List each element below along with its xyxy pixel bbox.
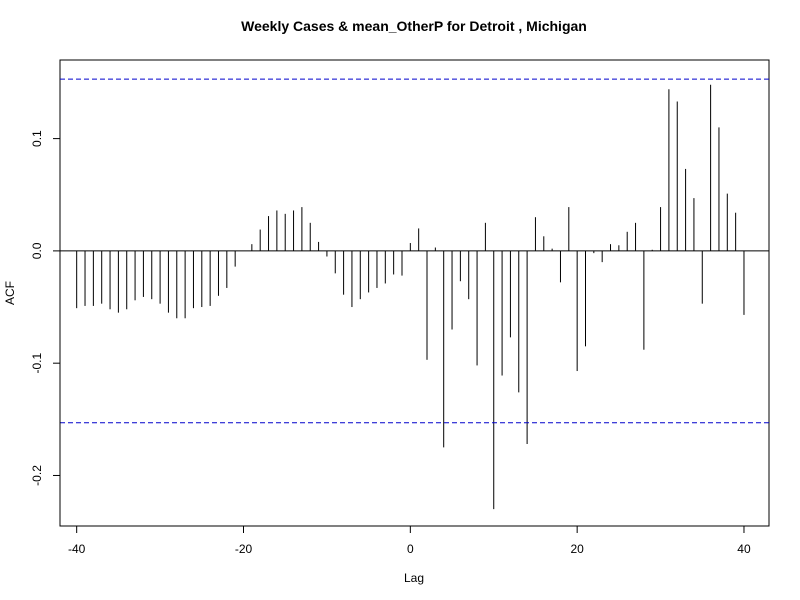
x-tick-label: 20 <box>570 542 584 556</box>
x-tick-label: 40 <box>737 542 751 556</box>
confidence-bounds <box>60 78 769 424</box>
x-tick-label: -20 <box>235 542 253 556</box>
chart-title: Weekly Cases & mean_OtherP for Detroit ,… <box>241 18 587 34</box>
y-tick-label: -0.1 <box>30 353 44 374</box>
x-axis: -40 -20 0 20 40 <box>68 525 751 556</box>
acf-bars <box>76 84 745 510</box>
y-tick-label: 0.0 <box>30 242 44 259</box>
y-axis-label: ACF <box>3 281 17 305</box>
plot-frame <box>59 59 770 527</box>
y-tick-label: 0.1 <box>30 130 44 147</box>
x-tick-label: 0 <box>407 542 414 556</box>
x-axis-label: Lag <box>404 571 424 585</box>
x-tick-label: -40 <box>68 542 86 556</box>
y-tick-label: -0.2 <box>30 465 44 486</box>
y-axis: -0.2 -0.1 0.0 0.1 <box>30 130 61 486</box>
